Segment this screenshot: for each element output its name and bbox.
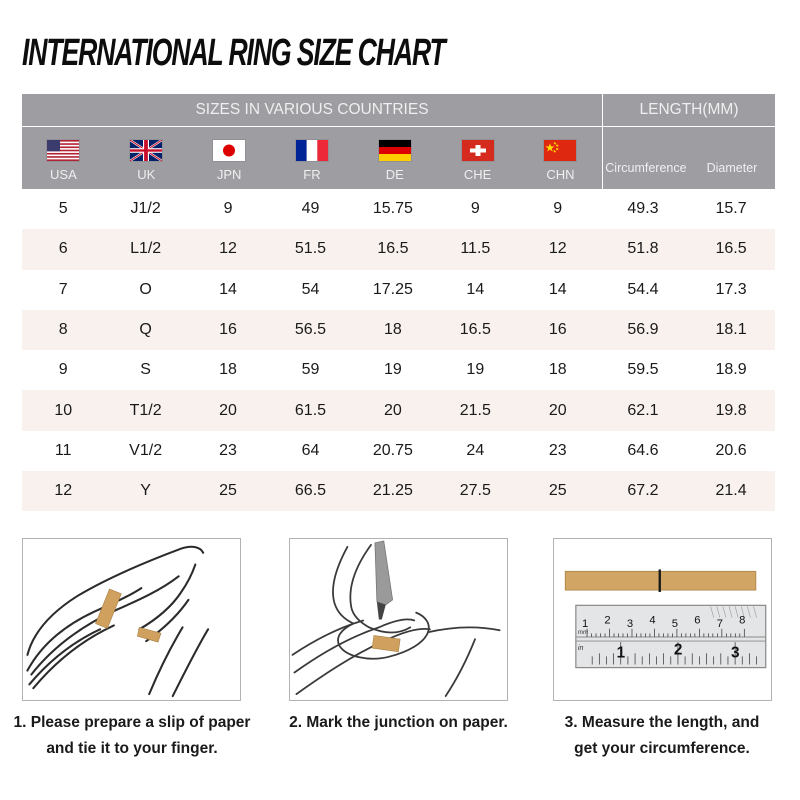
svg-text:2: 2 <box>674 641 683 658</box>
svg-text:4: 4 <box>649 615 655 627</box>
svg-text:mm: mm <box>578 629 588 636</box>
svg-text:6: 6 <box>694 615 700 627</box>
svg-text:in: in <box>578 644 584 652</box>
svg-text:7: 7 <box>717 618 723 630</box>
svg-text:8: 8 <box>739 615 745 627</box>
svg-text:2: 2 <box>604 615 610 627</box>
svg-text:1: 1 <box>617 644 626 661</box>
svg-text:5: 5 <box>672 618 678 630</box>
svg-text:3: 3 <box>627 618 633 630</box>
svg-text:3: 3 <box>731 644 740 661</box>
